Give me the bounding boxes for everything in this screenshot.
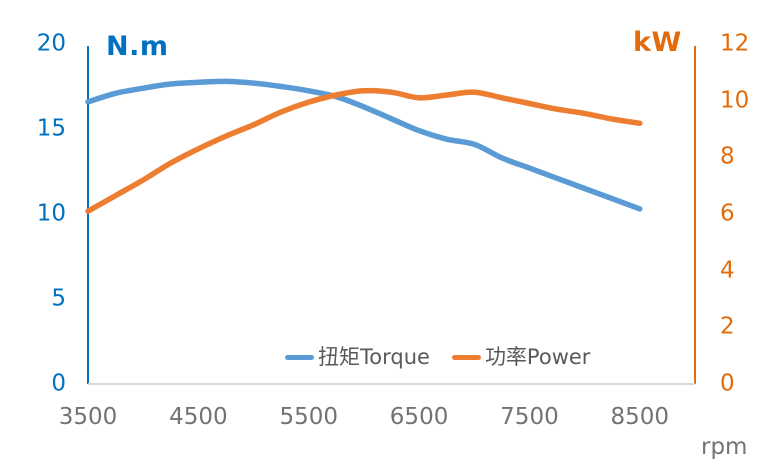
right-axis-tick-2: 2 (720, 313, 735, 340)
left-axis-tick-10: 10 (36, 200, 66, 227)
x-axis-tick-6500: 6500 (389, 404, 449, 430)
left-axis-tick-0: 0 (51, 370, 66, 397)
legend: 扭矩Torque 功率Power (285, 347, 590, 368)
right-axis-tick-4: 4 (720, 257, 735, 284)
left-axis-tick-5: 5 (51, 285, 66, 312)
x-axis-tick-5500: 5500 (279, 404, 338, 430)
power-legend-swatch-icon (451, 355, 481, 360)
right-axis-tick-6: 6 (720, 200, 735, 227)
legend-item-power: 功率Power (451, 345, 591, 369)
torque-line (85, 78, 643, 212)
x-axis-unit-label: rpm (701, 434, 748, 460)
right-axis-tick-0: 0 (720, 370, 735, 397)
power-line (85, 87, 643, 214)
right-axis-tick-8: 8 (720, 143, 735, 170)
left-axis-title: N.m (106, 31, 169, 62)
torque-legend-swatch-icon (285, 355, 314, 360)
right-axis-tick-10: 10 (720, 87, 750, 114)
left-axis-tick-15: 15 (36, 115, 66, 142)
x-axis-tick-7500: 7500 (500, 404, 559, 430)
torque-legend-label: 扭矩Torque (318, 345, 430, 369)
left-axis-tick-20: 20 (36, 30, 66, 57)
right-axis-tick-12: 12 (720, 30, 750, 57)
x-axis-tick-3500: 3500 (58, 404, 118, 430)
power-legend-label: 功率Power (484, 345, 591, 369)
x-axis-tick-4500: 4500 (169, 404, 228, 430)
x-axis-tick-8500: 8500 (610, 404, 670, 430)
right-axis-title: kW (633, 27, 682, 58)
legend-item-torque: 扭矩Torque (285, 347, 430, 368)
